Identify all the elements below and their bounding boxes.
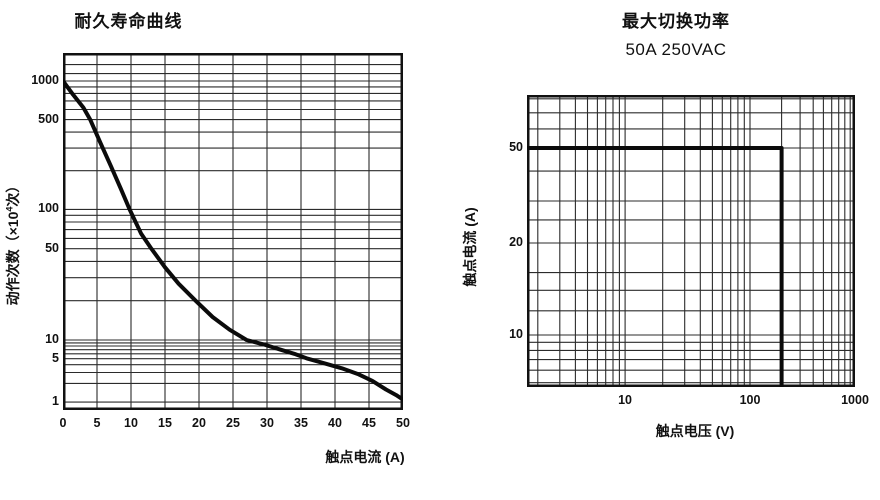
x-tick-25: 25 <box>226 416 240 430</box>
y-tick-50: 50 <box>45 240 59 255</box>
y-tick-10: 10 <box>509 327 523 342</box>
switching-chart-subtitle: 50A 250VAC <box>625 40 727 59</box>
x-tick-20: 20 <box>192 416 206 430</box>
x-tick-50: 50 <box>396 416 410 430</box>
y-tick-5: 5 <box>52 350 59 365</box>
x-tick-40: 40 <box>328 416 342 430</box>
x-tick-0: 0 <box>59 416 67 430</box>
switching-chart-title: 最大切换功率 <box>622 12 730 31</box>
switching-x-axis-title: 触点电压 (V) <box>655 423 735 439</box>
x-tick-45: 45 <box>362 416 376 430</box>
x-tick-1000: 1000 <box>841 393 869 407</box>
x-tick-30: 30 <box>260 416 274 430</box>
plot-area <box>525 95 856 389</box>
y-tick-50: 50 <box>509 139 523 154</box>
plot-border <box>63 53 403 410</box>
x-tick-5: 5 <box>93 416 101 430</box>
x-tick-10: 10 <box>618 393 633 407</box>
x-tick-35: 35 <box>294 416 308 430</box>
y-tick-10: 10 <box>45 332 59 347</box>
y-tick-20: 20 <box>509 234 523 249</box>
endurance-chart-title: 耐久寿命曲线 <box>74 12 183 31</box>
y-tick-1000: 1000 <box>31 72 59 87</box>
max-switching-boundary <box>525 146 784 389</box>
switching-plot-svg <box>525 95 856 389</box>
x-tick-15: 15 <box>158 416 172 430</box>
x-tick-100: 100 <box>739 393 761 407</box>
y-tick-500: 500 <box>38 111 59 126</box>
plot-border <box>527 95 855 387</box>
x-tick-10: 10 <box>124 416 138 430</box>
gridlines <box>527 95 856 387</box>
life-curve <box>61 79 405 402</box>
endurance-x-axis-title: 触点电流 (A) <box>325 449 405 465</box>
switching-y-axis-title: 触点电流 (A) <box>462 207 478 287</box>
y-tick-100: 100 <box>38 201 59 216</box>
y-tick-1: 1 <box>52 394 59 409</box>
